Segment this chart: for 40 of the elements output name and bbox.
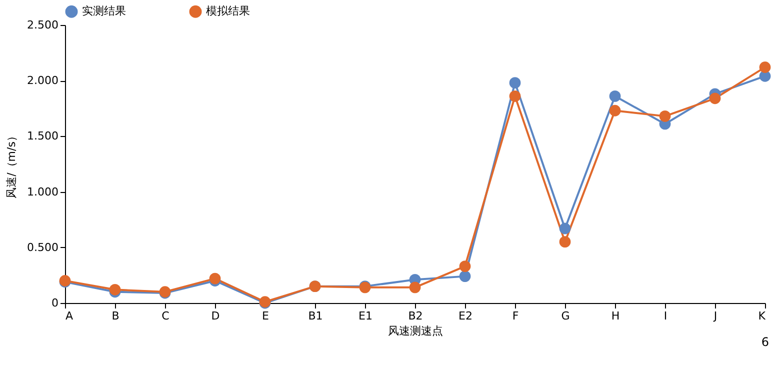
x-tick-label: E [262, 310, 270, 322]
x-axis-title: 风速测速点 [388, 324, 443, 338]
point [459, 260, 471, 272]
legend-label: 模拟结果 [206, 4, 250, 18]
x-tick-label: F [512, 310, 519, 322]
x-tick-label: B2 [408, 310, 423, 322]
x-tick-label: B1 [308, 310, 323, 322]
point [609, 90, 621, 102]
point [109, 284, 121, 296]
y-tick-label: 2.500 [27, 18, 58, 32]
x-tick-label: E2 [458, 310, 472, 322]
x-tick-label: J [712, 310, 718, 322]
point [509, 90, 521, 102]
x-tick-label: D [211, 310, 220, 322]
x-tick-label: K [758, 310, 766, 322]
x-tick-label: A [66, 310, 74, 322]
x-tick-label: C [162, 310, 170, 322]
y-tick-label: 1.000 [27, 185, 58, 198]
text: 6 [761, 335, 769, 349]
point [409, 282, 421, 294]
legend-label: 实测结果 [82, 4, 126, 18]
point [509, 77, 521, 89]
x-tick-label: B [112, 310, 120, 322]
y-tick-label: 2.000 [27, 74, 58, 88]
point [459, 270, 471, 282]
point [559, 222, 571, 234]
point [759, 62, 771, 73]
point [659, 110, 671, 122]
x-tick-label: I [664, 310, 668, 322]
x-tick-label: E1 [358, 310, 372, 322]
point [709, 92, 721, 104]
y-tick-label: 1.500 [27, 130, 58, 143]
x-tick-label: G [561, 310, 570, 322]
y-tick-label: 0 [52, 296, 58, 310]
y-axis-title: 风速/（m/s） [5, 130, 18, 198]
y-tick-label: 0.500 [27, 240, 58, 254]
point [209, 272, 221, 284]
point [559, 236, 571, 248]
point [609, 104, 621, 116]
x-tick-label: H [611, 310, 620, 322]
